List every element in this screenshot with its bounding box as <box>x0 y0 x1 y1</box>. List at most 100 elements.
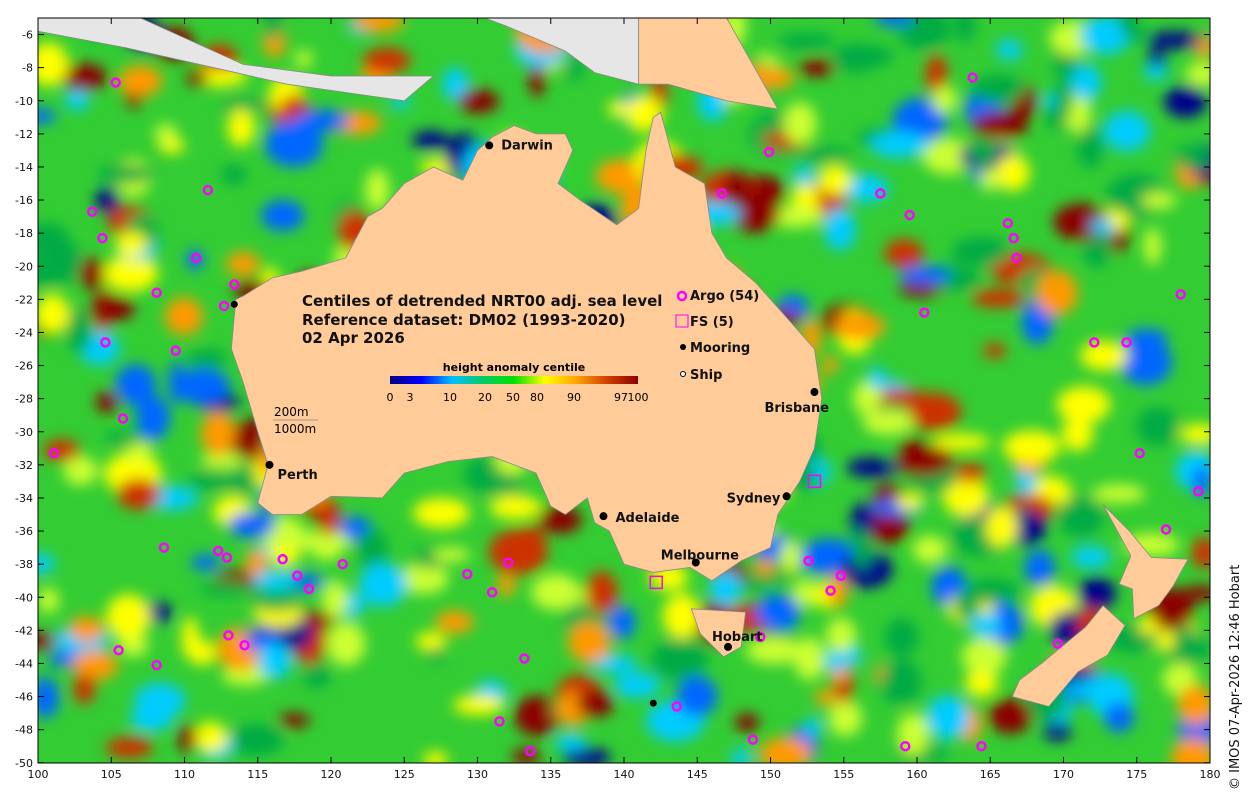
landmasses <box>38 18 1189 707</box>
fs-marker <box>649 575 663 590</box>
anomaly-blob <box>1138 615 1158 635</box>
anomaly-blob <box>245 548 268 579</box>
anomaly-blob <box>1146 31 1203 49</box>
lat-tick-label: -24 <box>15 326 33 339</box>
anomaly-blob <box>79 257 104 290</box>
lat-tick-label: -8 <box>22 62 33 75</box>
argo-float-marker <box>170 345 181 356</box>
anomaly-blob <box>1174 145 1210 170</box>
city-label-perth: Perth <box>277 468 317 483</box>
anomaly-blob <box>428 647 445 663</box>
anomaly-blob <box>897 18 950 51</box>
argo-float-marker <box>218 300 230 312</box>
anomaly-blob <box>531 573 581 611</box>
city-label-adelaide: Adelaide <box>615 511 679 526</box>
lat-tick-label: -20 <box>15 260 33 273</box>
anomaly-blob <box>1191 537 1210 569</box>
lat-tick-label: -26 <box>15 360 33 373</box>
anomaly-blob <box>562 747 611 763</box>
lat-tick-label: -44 <box>15 657 33 670</box>
colorbar-tick-label: 0 <box>387 391 394 404</box>
anomaly-blob <box>777 32 835 50</box>
anomaly-blob <box>38 108 57 124</box>
anomaly-blob <box>114 231 148 257</box>
lon-tick-label: 125 <box>394 768 415 781</box>
anomaly-blob <box>972 112 1029 140</box>
colorbar-tick-label: 10 <box>443 391 457 404</box>
lon-tick-label: 160 <box>907 768 928 781</box>
anomaly-blob <box>828 699 863 737</box>
anomaly-blob <box>818 164 852 195</box>
argo-float-marker <box>212 545 224 557</box>
argo-float-marker <box>337 558 348 570</box>
anomaly-blob <box>188 470 233 490</box>
fs-legend-icon <box>675 314 689 328</box>
argo-float-marker <box>100 337 111 348</box>
lat-tick-label: -32 <box>15 459 33 472</box>
anomaly-blob <box>71 650 119 681</box>
anomaly-blob <box>1071 64 1102 100</box>
anomaly-blob <box>798 147 853 163</box>
anomaly-blob <box>728 190 780 233</box>
anomaly-blob <box>963 579 1021 604</box>
anomaly-blob <box>200 411 236 456</box>
mooring-marker <box>265 460 274 469</box>
mooring-marker <box>599 512 608 521</box>
anomaly-blob <box>118 65 163 97</box>
argo-float-marker <box>303 583 315 595</box>
anomaly-blob <box>69 616 104 642</box>
anomaly-blob <box>900 438 923 454</box>
legend-mooring: Mooring <box>690 341 750 356</box>
anomaly-blob <box>880 659 922 705</box>
anomaly-blob <box>227 108 256 147</box>
lat-tick-label: -28 <box>15 393 33 406</box>
anomaly-blob <box>1036 270 1078 316</box>
city-label-darwin: Darwin <box>501 138 553 153</box>
argo-float-marker <box>48 448 60 459</box>
lon-tick-label: 140 <box>614 768 635 781</box>
anomaly-blob <box>874 18 914 26</box>
argo-legend-icon <box>676 290 688 302</box>
anomaly-blob <box>105 737 154 759</box>
anomaly-blob <box>968 612 1002 638</box>
anomaly-blob <box>453 695 505 715</box>
argo-float-marker <box>229 279 240 290</box>
anomaly-blob <box>869 131 929 158</box>
argo-float-marker <box>151 659 162 671</box>
lat-tick-label: -30 <box>15 426 33 439</box>
anomaly-blob <box>567 622 611 664</box>
colorbar-tick-label: 100 <box>628 391 649 404</box>
argo-float-marker <box>221 552 233 563</box>
anomaly-blob <box>614 672 661 699</box>
anomaly-blob <box>38 42 69 87</box>
argo-float-marker <box>1175 289 1186 300</box>
anomaly-blob <box>357 527 388 570</box>
anomaly-blob <box>608 100 627 118</box>
legend: Argo (54) FS (5) Mooring Ship <box>675 289 759 383</box>
anomaly-blob <box>792 166 816 185</box>
legend-argo: Argo (54) <box>690 289 759 304</box>
indonesia <box>38 18 435 102</box>
city-label-sydney: Sydney <box>727 491 781 506</box>
anomaly-blob <box>783 101 817 145</box>
mooring-marker <box>230 300 238 308</box>
colorbar-tick-label: 97 <box>614 391 628 404</box>
anomaly-blob <box>352 18 405 33</box>
anomaly-blob <box>38 553 56 574</box>
anomaly-blob <box>896 712 929 757</box>
anomaly-blob <box>1057 496 1104 538</box>
anomaly-blob <box>221 664 270 686</box>
anomaly-blob <box>988 698 1032 734</box>
city-label-melbourne: Melbourne <box>661 548 739 563</box>
anomaly-blob <box>95 391 118 413</box>
anomaly-blob <box>554 734 587 751</box>
anomaly-blob <box>126 442 153 461</box>
lon-tick-label: 165 <box>980 768 1001 781</box>
colorbar-tick-label: 90 <box>567 391 581 404</box>
lon-tick-label: 135 <box>540 768 561 781</box>
anomaly-blob <box>780 539 802 574</box>
lat-tick-label: -40 <box>15 591 33 604</box>
lon-tick-label: 105 <box>101 768 122 781</box>
anomaly-blob <box>257 643 293 679</box>
